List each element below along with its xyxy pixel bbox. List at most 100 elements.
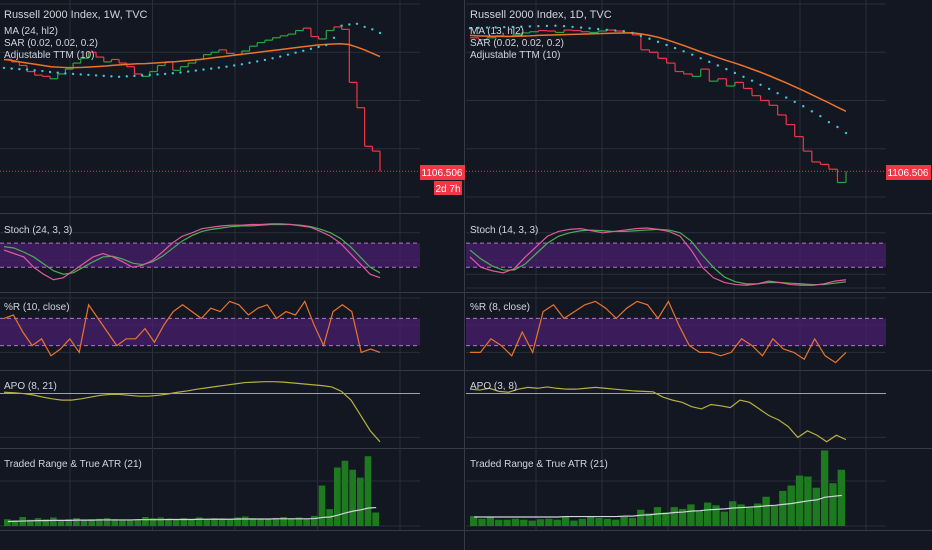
right-atr-bar-18	[620, 517, 628, 526]
right-sar-dot-10	[554, 24, 557, 27]
left-legend-ttm[interactable]: Adjustable TTM (10)	[4, 50, 94, 61]
left-atr-bar-34	[264, 518, 272, 526]
left-atr-bar-19	[149, 518, 157, 526]
left-atr-bar-29	[226, 519, 234, 526]
right-atr-bar-28	[703, 502, 712, 526]
right-atr-bar-41	[812, 487, 820, 526]
right-atr-bar-8	[536, 519, 545, 526]
right-sar-dot-34	[759, 83, 762, 86]
left-atr-bar-40	[310, 515, 318, 526]
right-sar-dot-4	[502, 25, 506, 29]
right-legend-sar[interactable]: SAR (0.02, 0.02, 0.2)	[470, 38, 564, 49]
left-atr-bar-25	[195, 517, 203, 526]
right-legend-ma[interactable]: MA (13, hl2)	[470, 26, 524, 37]
right-atr-bar-43	[829, 483, 837, 526]
left-sar-dot-6	[48, 70, 52, 74]
right-atr-bar-29	[712, 505, 720, 526]
left-atr-bar-38	[295, 517, 303, 526]
left-atr-title[interactable]: Traded Range & True ATR (21)	[4, 459, 142, 470]
right-stoch-band	[466, 243, 886, 268]
left-sar-dot-2	[18, 67, 21, 71]
right-atr-bar-19	[628, 517, 637, 526]
right-atr-line	[474, 494, 842, 518]
left-atr-bar-23	[180, 518, 188, 526]
left-sar-dot-34	[263, 58, 267, 62]
right-atr-bar-9	[545, 518, 553, 526]
right-price-tag-label: 1106.506	[888, 168, 929, 179]
right-sar-dot-31	[733, 71, 737, 75]
left-price-tag	[420, 165, 465, 180]
left-atr-bar-18	[142, 517, 149, 526]
left-sar-dot-43	[332, 36, 336, 39]
right-atr-bar-32	[737, 504, 745, 526]
right-sar-dot-5	[511, 25, 514, 29]
right-atr-bar-7	[528, 520, 536, 526]
right-atr-bar-11	[561, 517, 570, 526]
left-sar-dot-44	[340, 24, 343, 27]
left-sar-dot-46	[355, 22, 359, 25]
left-sar-dot-47	[363, 25, 366, 29]
right-atr-bar-22	[653, 507, 662, 526]
right-sar-dot-17	[614, 29, 617, 32]
right-sar-dot-6	[520, 25, 523, 28]
left-sar-dot-36	[279, 55, 282, 58]
left-atr-bar-10	[80, 519, 88, 526]
right-sar-dot-11	[562, 24, 566, 28]
left-atr-bar-6	[50, 517, 57, 526]
right-sar-dot-28	[708, 60, 711, 64]
left-countdown-tag	[434, 181, 462, 195]
left-atr-bar-11	[88, 519, 96, 526]
left-stoch-d-line	[3, 223, 381, 275]
left-sar-dot-1	[10, 67, 13, 70]
left-atr-bar-3	[27, 519, 34, 526]
left-atr-bar-1	[11, 520, 19, 526]
left-legend-ma[interactable]: MA (24, hl2)	[4, 26, 58, 37]
right-atr-bar-25	[678, 508, 687, 526]
right-atr-bar-34	[754, 503, 762, 526]
left-chart-title: Russell 2000 Index, 1W, TVC	[4, 9, 148, 21]
right-sar-dot-37	[784, 96, 788, 99]
right-atr-bar-17	[612, 519, 620, 526]
right-chart	[466, 24, 886, 526]
left-stoch-title[interactable]: Stoch (24, 3, 3)	[4, 225, 72, 236]
right-sar-dot-32	[742, 75, 745, 79]
right-willr-title[interactable]: %R (8, close)	[470, 302, 530, 313]
left-atr-bar-27	[211, 518, 218, 526]
left-sar-dot-19	[148, 73, 151, 77]
left-sar-dot-28	[217, 66, 221, 69]
left-atr-bar-5	[42, 519, 50, 526]
right-atr-bar-20	[637, 509, 645, 526]
right-sar-dot-29	[716, 64, 720, 67]
right-sar-dot-2	[485, 26, 489, 29]
left-atr-bar-46	[356, 477, 364, 526]
right-atr-title[interactable]: Traded Range & True ATR (21)	[470, 459, 608, 470]
left-sar-dot-35	[271, 57, 274, 60]
left-atr-bar-30	[234, 517, 241, 526]
right-atr-bar-13	[578, 518, 586, 526]
right-apo-line	[469, 386, 847, 443]
right-apo-title[interactable]: APO (3, 8)	[470, 381, 517, 392]
left-atr-bar-39	[303, 519, 310, 526]
left-atr-bar-0	[4, 519, 11, 526]
right-atr-bar-3	[495, 519, 503, 526]
left-atr-bar-9	[73, 518, 80, 526]
left-atr-bar-22	[172, 519, 180, 526]
right-sar-dot-0	[468, 26, 472, 30]
left-sar-dot-5	[41, 69, 44, 73]
left-atr-bar-16	[126, 520, 134, 526]
left-willr-title[interactable]: %R (10, close)	[4, 302, 70, 313]
left-atr-bar-20	[157, 517, 165, 526]
right-sar-dot-33	[750, 79, 754, 82]
right-sar-dot-13	[579, 26, 583, 29]
left-apo-title[interactable]: APO (8, 21)	[4, 381, 57, 392]
right-stoch-title[interactable]: Stoch (14, 3, 3)	[470, 225, 538, 236]
left-atr-bar-36	[280, 517, 287, 526]
right-atr-bar-4	[503, 519, 511, 526]
right-legend-ttm[interactable]: Adjustable TTM (10)	[470, 50, 560, 61]
left-atr-bar-21	[165, 518, 172, 526]
left-legend-sar[interactable]: SAR (0.02, 0.02, 0.2)	[4, 38, 98, 49]
left-sar-dot-15	[117, 75, 121, 79]
right-atr-bar-27	[695, 510, 703, 526]
left-sar-dot-30	[233, 64, 236, 67]
right-atr-bar-35	[762, 496, 770, 526]
